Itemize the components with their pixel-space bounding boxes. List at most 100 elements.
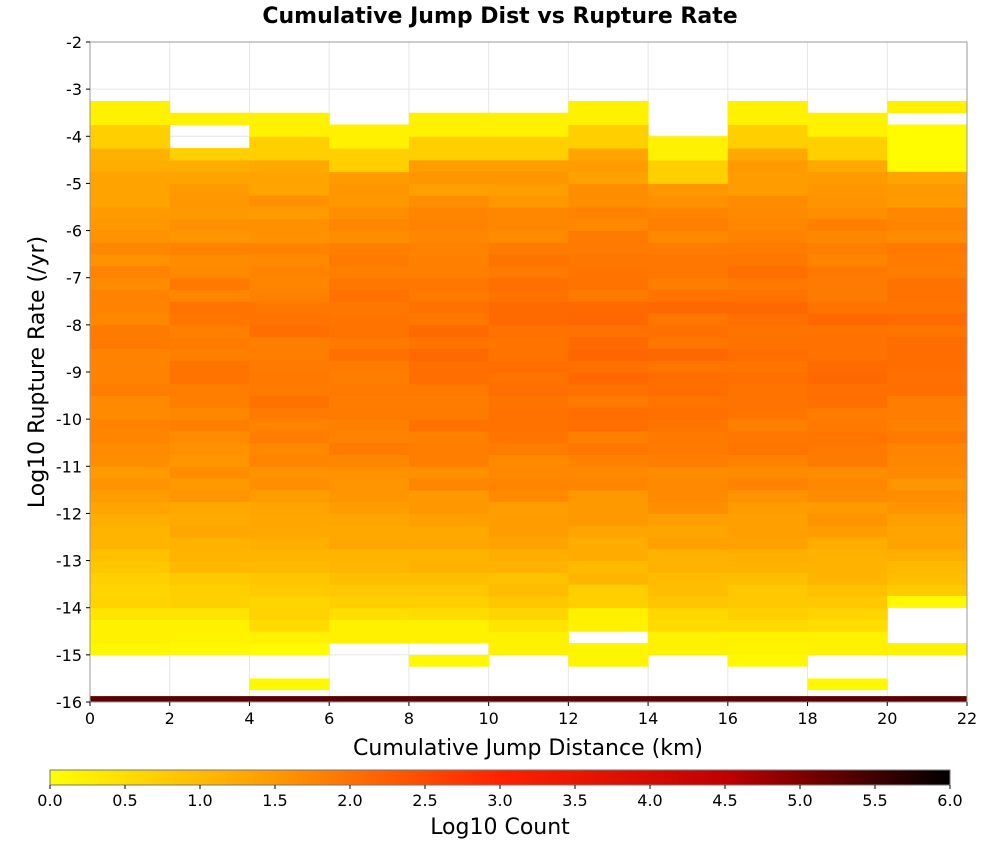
heatmap-cell	[488, 265, 569, 279]
heatmap-cell	[329, 289, 410, 302]
heatmap-cell	[408, 525, 490, 538]
heatmap-cell	[648, 454, 729, 467]
heatmap-cell	[807, 478, 888, 491]
heatmap-cell	[727, 218, 809, 232]
heatmap-cell	[887, 254, 968, 267]
heatmap-cell	[887, 360, 968, 373]
heatmap-cell	[568, 537, 649, 550]
heatmap-cell	[727, 242, 809, 255]
heatmap-cell	[90, 348, 171, 361]
heatmap-cell	[169, 230, 250, 243]
y-tick-label: -15	[56, 646, 82, 665]
heatmap-cell	[807, 289, 888, 302]
heatmap-cell	[169, 537, 250, 550]
heatmap-cell	[648, 619, 729, 632]
heatmap-cell	[648, 230, 729, 243]
heatmap-cell	[488, 336, 569, 349]
heatmap-cell	[727, 560, 809, 573]
heatmap-cell	[90, 478, 171, 491]
heatmap-cell	[90, 301, 171, 314]
heatmap-cell	[169, 478, 250, 491]
heatmap-cell	[169, 324, 250, 338]
heatmap-cell	[488, 607, 569, 620]
heatmap-cell	[488, 442, 569, 455]
heatmap-cell	[329, 572, 410, 585]
heatmap-cell	[727, 148, 809, 161]
heatmap-cell	[887, 100, 968, 114]
heatmap-cell	[807, 560, 888, 573]
heatmap-cell	[169, 336, 250, 349]
heatmap-cell	[90, 289, 171, 302]
heatmap-cell	[807, 207, 888, 220]
heatmap-cell	[488, 430, 569, 444]
heatmap-cell	[727, 395, 809, 408]
heatmap-cell	[488, 619, 569, 632]
heatmap-cell	[887, 525, 968, 538]
heatmap-cell	[807, 124, 888, 137]
heatmap-cell	[727, 265, 809, 279]
y-tick-label: -4	[66, 127, 82, 146]
colorbar-tick-label: 2.5	[412, 791, 437, 810]
heatmap-cell	[807, 136, 888, 149]
heatmap-cell	[568, 619, 649, 632]
heatmap-cell	[568, 525, 649, 538]
heatmap-cell	[568, 289, 649, 302]
heatmap-cell	[408, 336, 490, 349]
heatmap-cell	[329, 324, 410, 338]
heatmap-cell	[169, 442, 250, 455]
heatmap-cell	[648, 136, 729, 149]
heatmap-cell	[249, 643, 330, 656]
heatmap-cell	[807, 230, 888, 243]
heatmap-cell	[887, 230, 968, 243]
heatmap-cell	[90, 112, 171, 125]
heatmap-cell	[807, 572, 888, 585]
heatmap-cell	[648, 372, 729, 385]
heatmap-cell	[568, 136, 649, 149]
heatmap-cell	[249, 360, 330, 373]
heatmap-cell	[887, 419, 968, 432]
heatmap-cell	[249, 430, 330, 444]
heatmap-cell	[807, 548, 888, 562]
heatmap-cell	[249, 218, 330, 232]
heatmap-cell	[887, 218, 968, 232]
heatmap-cell	[488, 136, 569, 149]
heatmap-cell	[90, 136, 171, 149]
heatmap-cell	[249, 265, 330, 279]
heatmap-cell	[90, 183, 171, 196]
heatmap-cell	[329, 478, 410, 491]
heatmap-cell	[90, 265, 171, 279]
heatmap-cell	[887, 548, 968, 562]
heatmap-cell	[807, 159, 888, 173]
heatmap-cell	[408, 619, 490, 632]
heatmap-cell	[807, 442, 888, 455]
heatmap-cell	[727, 607, 809, 620]
heatmap-cell	[169, 360, 250, 373]
heatmap-cell	[408, 183, 490, 196]
heatmap-cell	[249, 442, 330, 455]
heatmap-cell	[488, 195, 569, 208]
heatmap-cell	[408, 277, 490, 290]
heatmap-cell	[488, 643, 569, 656]
heatmap-cell	[807, 218, 888, 232]
heatmap-cell	[408, 195, 490, 208]
heatmap-cell	[887, 395, 968, 408]
heatmap-cell	[329, 183, 410, 196]
heatmap-cell	[329, 136, 410, 149]
heatmap-cell	[807, 430, 888, 444]
heatmap-cell	[408, 313, 490, 326]
heatmap-cell	[169, 159, 250, 173]
heatmap-cell	[807, 324, 888, 338]
y-tick-label: -9	[66, 363, 82, 382]
heatmap-cell	[329, 607, 410, 620]
colorbar-tick-label: 2.0	[337, 791, 362, 810]
heatmap-cell	[568, 124, 649, 137]
heatmap-cell	[727, 478, 809, 491]
heatmap-cell	[887, 372, 968, 385]
heatmap-cell	[807, 195, 888, 208]
heatmap-cell	[488, 242, 569, 255]
heatmap-cell	[90, 383, 171, 397]
heatmap-cell	[568, 254, 649, 267]
heatmap-cell	[329, 171, 410, 184]
y-tick-label: -6	[66, 222, 82, 241]
